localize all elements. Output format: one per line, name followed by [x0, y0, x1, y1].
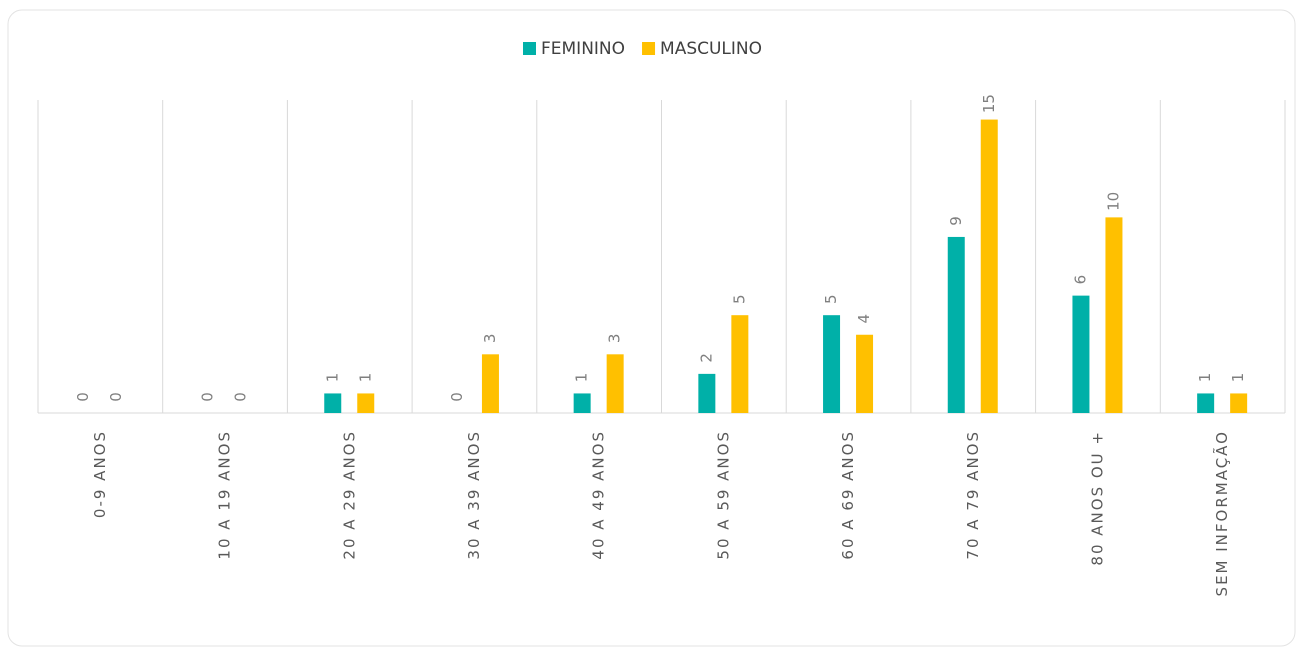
bar: [324, 393, 342, 413]
x-tick-label: 20 A 29 ANOS: [340, 430, 358, 560]
bar: [1072, 295, 1090, 413]
legend-swatch: [523, 42, 536, 55]
bar: [1230, 393, 1248, 413]
bar: [856, 334, 874, 413]
data-label: 0: [74, 392, 92, 402]
x-tick-label: 60 A 69 ANOS: [839, 430, 857, 560]
data-label: 0: [199, 392, 217, 402]
legend-swatch: [642, 42, 656, 55]
bar: [698, 373, 716, 413]
data-label: 4: [855, 314, 873, 324]
data-label: 1: [1229, 373, 1247, 383]
x-tick-label: 0-9 ANOS: [91, 430, 109, 518]
legend-label: FEMININO: [541, 39, 625, 59]
x-tick-label: 40 A 49 ANOS: [590, 430, 608, 560]
x-tick-label: SEM INFORMAÇÃO: [1212, 430, 1231, 596]
data-label: 5: [730, 294, 748, 304]
x-tick-label: 70 A 79 ANOS: [964, 430, 982, 560]
data-label: 15: [980, 94, 998, 113]
x-tick-label: 30 A 39 ANOS: [465, 430, 483, 560]
data-label: 6: [1071, 275, 1089, 285]
bar: [357, 393, 375, 413]
bar: [947, 236, 965, 413]
data-label: 1: [323, 373, 341, 383]
bar: [606, 354, 624, 413]
x-tick-label: 80 ANOS OU +: [1088, 430, 1106, 566]
bar: [481, 354, 499, 413]
data-label: 5: [822, 294, 840, 304]
x-tick-label: 10 A 19 ANOS: [216, 430, 234, 560]
data-label: 9: [947, 216, 965, 226]
card: [7, 9, 1296, 647]
data-label: 10: [1104, 192, 1122, 211]
bar: [573, 393, 591, 413]
data-label: 1: [1196, 373, 1214, 383]
data-label: 3: [606, 334, 624, 344]
data-label: 0: [448, 392, 466, 402]
bar: [1105, 217, 1123, 413]
data-label: 1: [573, 373, 591, 383]
bar: [980, 119, 998, 413]
data-label: 1: [356, 373, 374, 383]
bar: [1197, 393, 1215, 413]
x-tick-label: 50 A 59 ANOS: [714, 430, 732, 560]
data-label: 0: [107, 392, 125, 402]
data-label: 3: [481, 334, 499, 344]
bar: [731, 315, 749, 413]
bar: [823, 315, 841, 413]
data-label: 2: [697, 353, 715, 363]
legend-label: MASCULINO: [660, 39, 762, 59]
data-label: 0: [232, 392, 250, 402]
